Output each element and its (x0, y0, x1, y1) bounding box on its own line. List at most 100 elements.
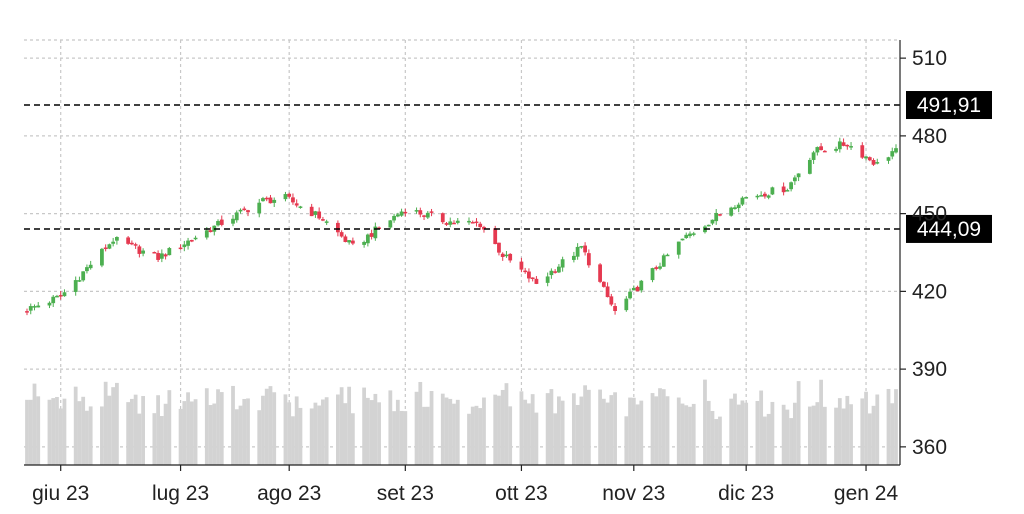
volume-bar (579, 396, 584, 465)
volume-bar (650, 393, 655, 465)
volume-bar (268, 386, 273, 465)
volume-bar (886, 388, 891, 465)
candle-body (519, 261, 524, 270)
volume-bar (467, 413, 471, 465)
candle-body (579, 246, 584, 248)
candle-body (321, 219, 325, 221)
volume-bar (781, 404, 786, 465)
candle-body (474, 221, 479, 224)
x-tick-label: gen 24 (834, 482, 899, 505)
volume-bar (129, 398, 134, 465)
volume-bar (88, 406, 93, 465)
volume-bar (508, 406, 513, 465)
candle-body (792, 177, 797, 182)
volume-bar (676, 397, 681, 465)
volume-bar (834, 407, 838, 465)
candle-body (343, 236, 348, 242)
volume-bar (819, 379, 823, 465)
candle-body (137, 246, 142, 254)
volume-bar (77, 401, 82, 465)
volume-bar (755, 400, 760, 465)
candle-body (291, 197, 295, 203)
volume-bar (684, 405, 689, 465)
candle-body (126, 237, 131, 244)
volume-bar (688, 406, 692, 465)
candle-body (422, 215, 426, 217)
volume-bar (126, 402, 131, 465)
price-levels: 491,91 444,09 (24, 91, 992, 243)
volume-bar (242, 398, 247, 465)
volume-bar (654, 396, 659, 465)
candle-body (115, 237, 119, 241)
candle-body (455, 220, 460, 223)
candle-body (231, 218, 235, 224)
volume-bar (32, 383, 37, 465)
candle-body (189, 240, 194, 242)
candle-body (676, 241, 681, 255)
candle-body (766, 195, 771, 198)
candle-body (523, 270, 528, 273)
candle-body (208, 230, 213, 233)
volume-bar (313, 402, 318, 465)
volume-bar (729, 398, 734, 465)
volume-bar (658, 388, 662, 465)
candle-body (414, 210, 419, 212)
candle-body (714, 212, 719, 222)
candle-body (736, 204, 741, 209)
candle-body (264, 197, 269, 200)
volume-bar (182, 401, 187, 465)
volume-bar (706, 400, 711, 465)
candle-body (238, 209, 243, 212)
candle-body (403, 211, 408, 214)
candle-body (796, 173, 801, 178)
volume-bar (294, 396, 299, 465)
candle-body (133, 244, 138, 246)
candle-body (111, 241, 116, 244)
volume-bar (257, 410, 262, 465)
candle-body (257, 202, 262, 214)
volume-bar (208, 405, 213, 465)
candle-body (811, 152, 816, 160)
candle-body (204, 230, 209, 238)
x-tick-label: ott 23 (495, 482, 548, 505)
candle-body (448, 221, 453, 225)
candle-body (665, 254, 670, 257)
candle-body (763, 193, 767, 197)
candle-body (598, 264, 602, 282)
volume-bar (403, 411, 408, 465)
candle-body (691, 233, 696, 235)
candle-body (369, 233, 374, 237)
volume-bar (497, 395, 501, 465)
candle-body (186, 240, 190, 246)
candle-body (440, 213, 445, 223)
volume-bar (470, 406, 475, 465)
candle-body (470, 222, 475, 224)
candle-body (58, 295, 63, 297)
candle-body (631, 287, 636, 291)
volume-bar (246, 398, 250, 465)
candle-body (575, 246, 580, 257)
candle-body (156, 253, 160, 260)
y-tick-label: 510 (912, 47, 947, 70)
volume-bar (25, 399, 29, 465)
volume-bar (789, 418, 794, 465)
candle-body (583, 245, 587, 253)
candle-body (425, 212, 430, 218)
volume-bar (100, 406, 104, 465)
volume-bar (571, 393, 576, 465)
volume-bar (133, 394, 138, 465)
candle-body (500, 253, 505, 257)
candle-body (654, 267, 659, 269)
volume-bar (422, 406, 426, 465)
candle-body (493, 228, 498, 245)
candle-body (871, 160, 876, 165)
volume-bar (81, 396, 86, 465)
candle-body (571, 255, 576, 260)
candle-body (350, 240, 355, 244)
x-tick-label: lug 23 (152, 482, 209, 505)
volume-bar (51, 398, 56, 465)
volume-bar (474, 405, 479, 465)
volume-bar (212, 403, 217, 465)
candle-body (467, 220, 471, 223)
candle-body (73, 280, 78, 292)
